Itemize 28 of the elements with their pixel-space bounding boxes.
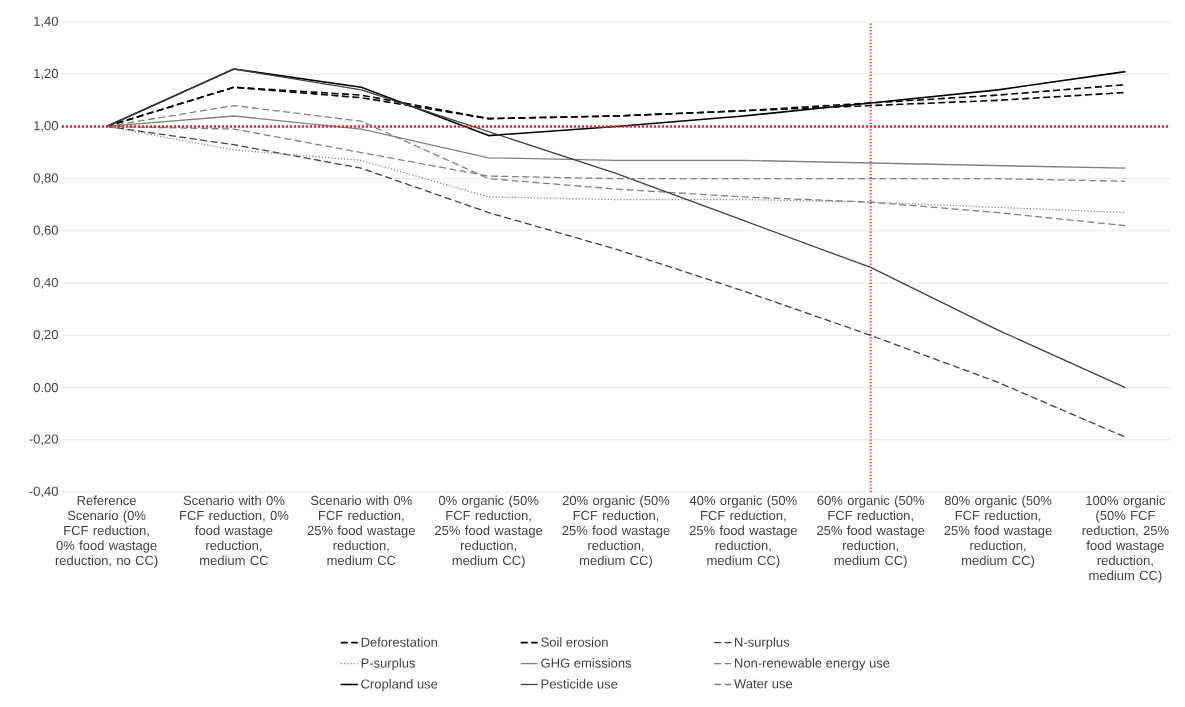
y-tick-label: 0,80 <box>33 173 58 185</box>
x-tick-label: 100% organic (50% FCF reduction, 25% food wastage reduction, medium CC) <box>1082 495 1169 583</box>
y-tick-label: 1,40 <box>34 16 58 28</box>
x-tick-label: 20% organic (50% FCF reduction, 25% food wastage reduction, medium CC) <box>562 495 670 568</box>
legend-label: Pesticide use <box>541 679 618 689</box>
y-tick-label: 0.00 <box>33 382 58 393</box>
legend-label: GHG emissions <box>541 658 632 668</box>
legend-label: Water use <box>734 679 793 689</box>
legend-label: Cropland use <box>361 679 438 692</box>
legend-label: Soil erosion <box>541 637 608 647</box>
y-tick-label: -0,20 <box>29 434 58 446</box>
y-tick-label: 1,20 <box>34 68 58 80</box>
legend-label: Deforestation <box>361 637 438 647</box>
x-tick-label: 0% organic (50% FCF reduction, 25% food wastage reduction, medium CC) <box>435 495 543 568</box>
x-tick-label: 40% organic (50% FCF reduction, 25% food wastage reduction, medium CC) <box>689 495 797 568</box>
x-tick-label: 60% organic (50% FCF reduction, 25% food wastage reduction, medium CC) <box>817 495 925 568</box>
legend-label: P-surplus <box>361 658 416 671</box>
x-tick-label: Scenario with 0% FCF reduction, 25% food wastage reduction, medium CC <box>307 495 415 566</box>
y-tick-label: 0,60 <box>33 225 58 237</box>
y-tick-label: 1,00 <box>34 121 58 132</box>
legend-label: Non-renewable energy use <box>735 658 890 671</box>
x-tick-label: Scenario with 0% FCF reduction, 0% food wastage reduction, medium CC <box>180 495 289 566</box>
x-tick-label: Reference Scenario (0% FCF reduction, 0% food wastage reduction, no CC) <box>55 495 158 568</box>
legend-label: N-surplus <box>735 637 790 650</box>
y-tick-label: 0,40 <box>33 277 58 289</box>
y-tick-label: 0,20 <box>33 329 58 341</box>
x-tick-label: 80% organic (50% FCF reduction, 25% food wastage reduction, medium CC) <box>944 495 1052 568</box>
y-tick-label: -0,40 <box>29 486 58 498</box>
